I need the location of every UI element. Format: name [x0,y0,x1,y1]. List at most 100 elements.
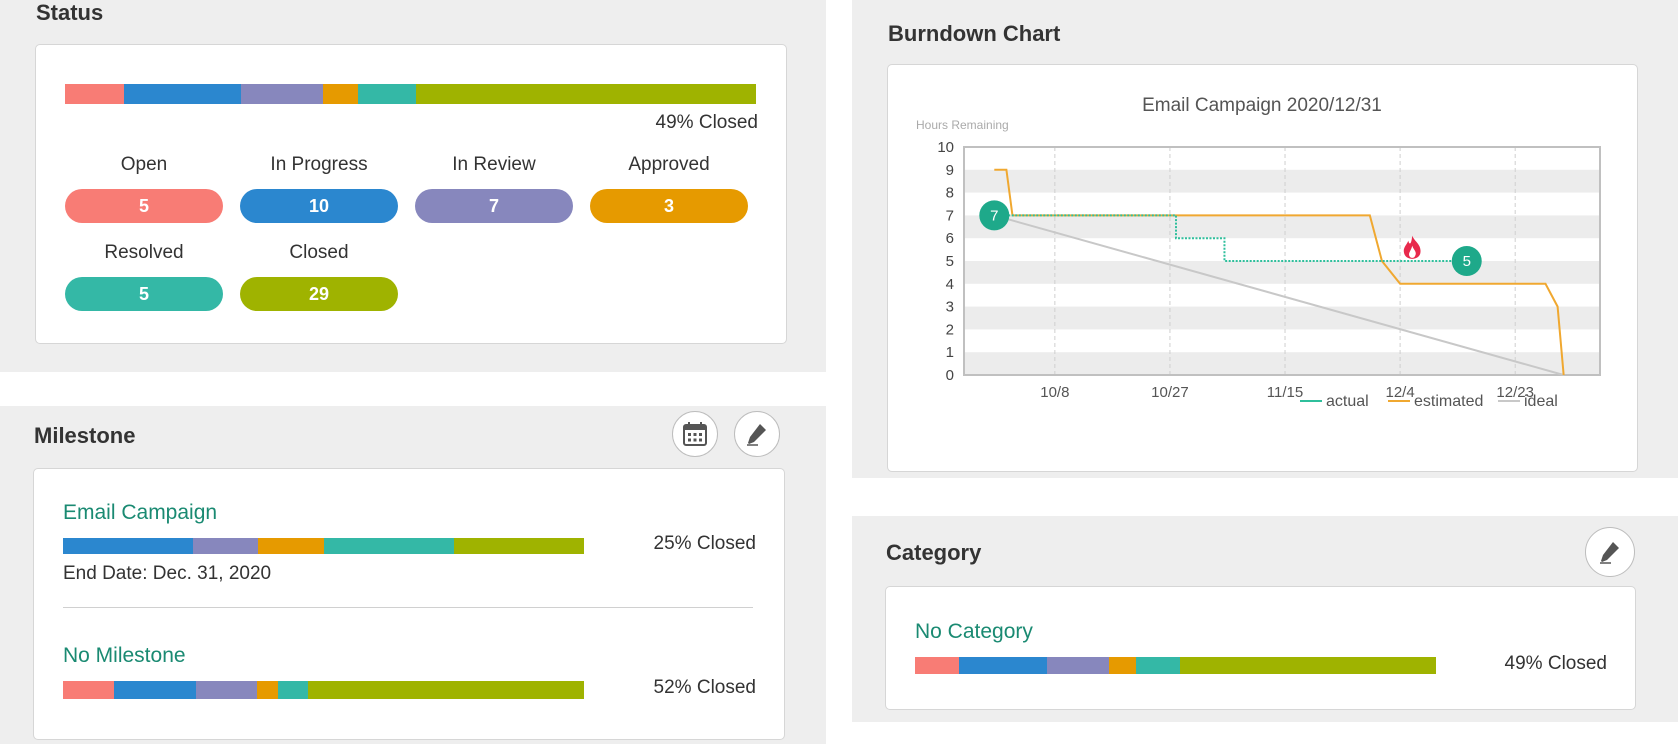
burndown-title: Burndown Chart [888,21,1061,46]
status-label: Resolved [104,242,184,263]
status-label: In Review [452,154,536,175]
status-item-in-review[interactable]: In Review 7 [415,153,573,223]
y-tick-label: 9 [946,162,954,179]
bar-segment-closed [416,84,756,104]
x-tick-label: 12/4 [1386,384,1415,401]
bar-segment-in-review [1047,657,1110,674]
calendar-button[interactable] [672,411,718,457]
bar-segment-resolved [1135,657,1180,674]
category-panel: Category No Category 49% Closed [852,516,1678,722]
y-tick-label: 5 [946,253,954,270]
x-tick-label: 11/15 [1267,384,1303,401]
milestone-name-no-milestone[interactable]: No Milestone [63,644,186,667]
status-item-open[interactable]: Open 5 [65,153,223,223]
y-tick-label: 4 [946,276,954,293]
y-tick-label: 10 [937,139,954,156]
status-label: Closed [289,242,349,263]
bar-segment-approved [258,538,324,554]
burndown-panel: Burndown Chart 10/8 10/27 11/15 12/4 12/23 0 1… [852,0,1678,478]
bar-segment-resolved [277,681,309,699]
milestone-progress-bar [63,681,584,699]
series-ideal [994,214,1564,376]
y-tick-label: 1 [946,344,954,361]
milestone-name-email-campaign[interactable]: Email Campaign [63,501,218,524]
bar-segment-in-progress [114,681,196,699]
status-count-pill[interactable]: 29 [240,277,398,311]
bar-segment-approved [1109,657,1136,674]
legend-label-ideal: ideal [1524,393,1558,410]
status-progress-bar [65,84,756,104]
milestone-edit-button[interactable] [734,411,780,457]
actual-start-label: 7 [990,207,998,224]
status-count-pill[interactable]: 7 [415,189,573,223]
status-closed-percent: 49% Closed [655,112,758,133]
bar-segment-approved [322,84,358,104]
grid-band [964,306,1600,330]
y-tick-label: 7 [946,207,954,224]
bar-segment-in-review [240,84,323,104]
bar-segment-resolved [323,538,454,554]
status-label: Approved [628,154,710,175]
category-edit-button[interactable] [1585,527,1635,577]
status-count-pill[interactable]: 3 [590,189,748,223]
milestone-card: Email Campaign 25% Closed End Date: Dec.… [33,468,785,740]
status-item-approved[interactable]: Approved 3 [590,153,748,223]
bar-segment-open [915,657,960,674]
status-label: Open [120,154,168,175]
bar-segment-in-review [193,538,259,554]
chart-title: Email Campaign 2020/12/31 [1142,95,1382,116]
grid-band [964,261,1600,284]
legend-label-estimated: estimated [1414,393,1483,410]
milestone-divider [63,607,753,608]
fire-icon [1403,235,1421,259]
series-actual [994,214,1467,262]
y-tick-label: 8 [946,185,954,202]
bar-segment-open [63,681,115,699]
actual-end-label: 5 [1463,253,1471,270]
category-title: Category [886,540,982,565]
plot-frame [963,146,1601,376]
milestone-panel: Milestone Email Campaign 25% Closed End … [0,406,826,744]
x-tick-label: 10/8 [1040,384,1069,401]
status-item-in-progress[interactable]: In Progress 10 [240,153,398,223]
category-name[interactable]: No Category [915,620,1033,643]
milestone-closed-percent: 52% Closed [653,677,756,698]
status-card: 49% Closed Open 5 In Progress 10 In Review 7 A… [35,44,787,344]
category-progress-bar [915,657,1436,674]
y-tick-label: 2 [946,321,954,338]
x-tick-label: 12/23 [1496,384,1534,401]
status-count-pill[interactable]: 10 [240,189,398,223]
status-item-resolved[interactable]: Resolved 5 [65,241,223,311]
status-item-closed[interactable]: Closed 29 [240,241,398,311]
grid-band [964,215,1600,239]
status-panel: Status 49% Closed Open 5 In Progress 10 In R… [0,0,826,372]
grid-band [964,352,1600,375]
status-count-pill[interactable]: 5 [65,189,223,223]
status-count-pill[interactable]: 5 [65,277,223,311]
burndown-card: 10/8 10/27 11/15 12/4 12/23 0 1 2 3 4 5 6 7 8 9 10 Email… [887,64,1638,472]
milestone-end-date: End Date: Dec. 31, 2020 [63,563,272,584]
grid-band [964,169,1600,193]
y-tick-label: 0 [946,367,954,384]
legend-label-actual: actual [1326,393,1369,410]
status-title: Status [36,0,104,25]
pencil-icon [747,424,766,446]
bar-segment-in-progress [123,84,241,104]
milestone-title: Milestone [34,423,136,448]
category-closed-percent: 49% Closed [1504,653,1607,674]
bar-segment-in-progress [63,538,194,554]
y-axis-label: Hours Remaining [916,118,1009,132]
x-tick-label: 10/27 [1151,384,1189,401]
bar-segment-closed [453,538,584,554]
bar-segment-closed [308,681,584,699]
burndown-chart: 10/8 10/27 11/15 12/4 12/23 0 1 2 3 4 5 6 7 8 9 10 Email… [916,95,1601,410]
bar-segment-approved [257,681,278,699]
bar-segment-in-progress [959,657,1048,674]
status-label: In Progress [270,154,368,175]
milestone-closed-percent: 25% Closed [653,533,756,554]
actual-end-marker [1451,246,1482,276]
calendar-icon [683,422,707,446]
milestone-progress-bar [63,538,584,554]
bar-segment-resolved [357,84,417,104]
bar-segment-closed [1179,657,1436,674]
